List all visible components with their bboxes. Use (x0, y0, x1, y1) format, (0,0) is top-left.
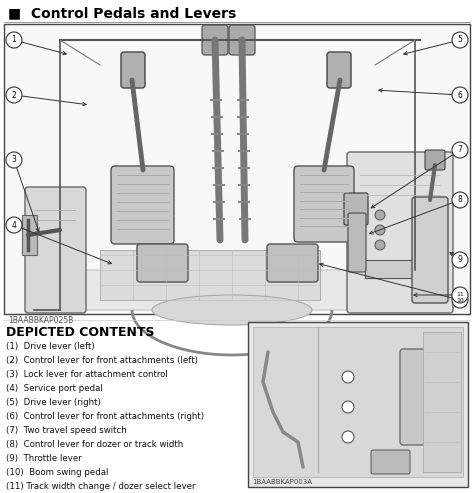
Text: 2: 2 (12, 91, 17, 100)
Text: 6: 6 (457, 91, 463, 100)
Circle shape (452, 292, 468, 308)
FancyBboxPatch shape (371, 450, 410, 474)
FancyBboxPatch shape (25, 187, 86, 313)
Circle shape (452, 32, 468, 48)
FancyBboxPatch shape (348, 213, 366, 272)
Circle shape (342, 401, 354, 413)
Text: 3: 3 (11, 155, 17, 165)
Text: (9)  Throttle lever: (9) Throttle lever (6, 454, 82, 463)
FancyBboxPatch shape (137, 244, 188, 282)
Text: 11: 11 (456, 292, 464, 297)
Text: (4)  Service port pedal: (4) Service port pedal (6, 384, 103, 393)
Bar (248, 322, 468, 487)
Text: 1BAABBKAP025B: 1BAABBKAP025B (8, 316, 73, 325)
Text: (1)  Drive lever (left): (1) Drive lever (left) (6, 342, 95, 351)
Circle shape (6, 32, 22, 48)
Circle shape (452, 142, 468, 158)
Text: (8)  Control lever for dozer or track width: (8) Control lever for dozer or track wid… (6, 440, 183, 449)
Circle shape (6, 87, 22, 103)
Circle shape (452, 87, 468, 103)
Text: DEPICTED CONTENTS: DEPICTED CONTENTS (6, 326, 155, 339)
Bar (365, 260, 435, 278)
Ellipse shape (152, 295, 312, 325)
Text: 1BAABBKAP003A: 1BAABBKAP003A (252, 479, 312, 485)
Text: 1: 1 (12, 35, 17, 44)
FancyBboxPatch shape (425, 150, 445, 170)
FancyBboxPatch shape (121, 52, 145, 88)
Bar (4, 24, 470, 314)
Text: 9: 9 (457, 255, 463, 265)
FancyBboxPatch shape (412, 197, 448, 303)
FancyBboxPatch shape (347, 152, 453, 313)
Circle shape (342, 431, 354, 443)
Circle shape (375, 225, 385, 235)
Text: (7)  Two travel speed switch: (7) Two travel speed switch (6, 426, 127, 435)
Text: 8: 8 (457, 196, 462, 205)
Text: 4: 4 (11, 220, 17, 230)
FancyBboxPatch shape (327, 52, 351, 88)
Text: 10: 10 (456, 297, 464, 303)
FancyBboxPatch shape (267, 244, 318, 282)
Text: (5)  Drive lever (right): (5) Drive lever (right) (6, 398, 101, 407)
Bar (423, 332, 461, 472)
Circle shape (6, 152, 22, 168)
Circle shape (452, 252, 468, 268)
FancyBboxPatch shape (202, 25, 228, 55)
Text: (11) Track width change / dozer select lever: (11) Track width change / dozer select l… (6, 482, 195, 491)
FancyBboxPatch shape (229, 25, 255, 55)
Bar (100, 250, 320, 300)
Circle shape (375, 210, 385, 220)
Circle shape (342, 371, 354, 383)
FancyBboxPatch shape (400, 349, 426, 445)
Text: 5: 5 (457, 35, 463, 44)
Circle shape (452, 287, 468, 303)
Circle shape (6, 217, 22, 233)
Circle shape (375, 240, 385, 250)
FancyBboxPatch shape (344, 193, 368, 225)
Text: (6)  Control lever for front attachments (right): (6) Control lever for front attachments … (6, 412, 204, 421)
Bar (253, 327, 463, 477)
FancyBboxPatch shape (294, 166, 354, 242)
Polygon shape (34, 270, 440, 310)
Text: (10)  Boom swing pedal: (10) Boom swing pedal (6, 468, 109, 477)
FancyBboxPatch shape (111, 166, 174, 244)
Text: ■  Control Pedals and Levers: ■ Control Pedals and Levers (8, 6, 236, 20)
Bar (22, 215, 37, 255)
Text: 7: 7 (457, 145, 463, 154)
Text: (3)  Lock lever for attachment control: (3) Lock lever for attachment control (6, 370, 168, 379)
Circle shape (452, 192, 468, 208)
Text: (2)  Control lever for front attachments (left): (2) Control lever for front attachments … (6, 356, 198, 365)
